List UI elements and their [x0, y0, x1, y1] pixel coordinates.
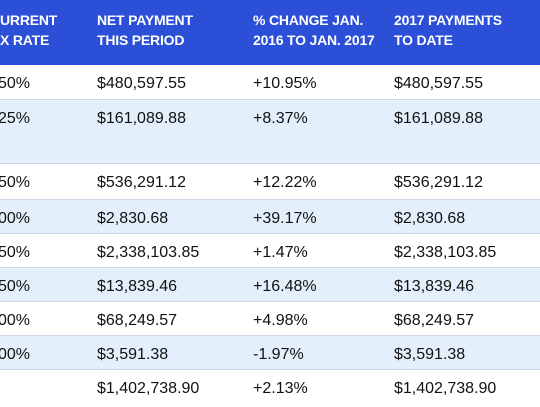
- net-payment-cell: $3,591.38: [97, 346, 169, 363]
- table-row: 00% $3,591.38 -1.97% $3,591.38: [0, 336, 540, 370]
- payments-to-date-cell: $13,839.46: [394, 278, 475, 295]
- tax-rate-cell: 50%: [0, 244, 31, 261]
- net-payment-total-cell: $1,402,738.90: [97, 380, 200, 397]
- table-row: 25% $161,089.88 +8.37% $161,089.88: [0, 100, 540, 164]
- payments-to-date-cell: $480,597.55: [394, 75, 483, 92]
- tax-rate-cell: 00%: [0, 312, 31, 329]
- net-payment-cell: $2,338,103.85: [97, 244, 200, 261]
- percent-change-cell: -1.97%: [253, 346, 304, 363]
- table-row: 50% $536,291.12 +12.22% $536,291.12: [0, 164, 540, 200]
- table-row: 50% $2,338,103.85 +1.47% $2,338,103.85: [0, 234, 540, 268]
- tax-rate-cell: 00%: [0, 210, 31, 227]
- tax-rate-cell: 25%: [0, 110, 31, 127]
- percent-change-cell: +4.98%: [253, 312, 308, 329]
- payments-to-date-cell: $2,338,103.85: [394, 244, 497, 261]
- percent-change-cell: +8.37%: [253, 110, 308, 127]
- tax-rate-cell: 50%: [0, 174, 31, 191]
- net-payment-cell: $2,830.68: [97, 210, 169, 227]
- header-tax-rate: URRENT X RATE: [0, 12, 58, 48]
- tax-rate-cell: 50%: [0, 75, 31, 92]
- percent-change-total-cell: +2.13%: [253, 380, 308, 397]
- table-row: 50% $480,597.55 +10.95% $480,597.55: [0, 65, 540, 100]
- net-payment-cell: $13,839.46: [97, 278, 178, 295]
- header-payments-to-date: 2017 PAYMENTS TO DATE: [394, 12, 502, 48]
- net-payment-cell: $536,291.12: [97, 174, 186, 191]
- table-row: 00% $68,249.57 +4.98% $68,249.57: [0, 302, 540, 336]
- percent-change-cell: +1.47%: [253, 244, 308, 261]
- net-payment-cell: $480,597.55: [97, 75, 186, 92]
- total-row: $1,402,738.90 +2.13% $1,402,738.90: [0, 370, 540, 407]
- percent-change-cell: +10.95%: [253, 75, 317, 92]
- table-row: 00% $2,830.68 +39.17% $2,830.68: [0, 200, 540, 234]
- tax-rate-cell: 50%: [0, 278, 31, 295]
- percent-change-cell: +39.17%: [253, 210, 317, 227]
- payments-to-date-cell: $68,249.57: [394, 312, 475, 329]
- payments-to-date-cell: $161,089.88: [394, 110, 483, 127]
- header-net-payment: NET PAYMENT THIS PERIOD: [97, 12, 193, 48]
- table-header: URRENT X RATE NET PAYMENT THIS PERIOD % …: [0, 0, 540, 65]
- tax-rate-cell: 00%: [0, 346, 31, 363]
- percent-change-cell: +16.48%: [253, 278, 317, 295]
- payments-to-date-total-cell: $1,402,738.90: [394, 380, 497, 397]
- percent-change-cell: +12.22%: [253, 174, 317, 191]
- table-row: 50% $13,839.46 +16.48% $13,839.46: [0, 268, 540, 302]
- net-payment-cell: $68,249.57: [97, 312, 178, 329]
- net-payment-cell: $161,089.88: [97, 110, 186, 127]
- payments-to-date-cell: $536,291.12: [394, 174, 483, 191]
- payments-to-date-cell: $3,591.38: [394, 346, 466, 363]
- payments-to-date-cell: $2,830.68: [394, 210, 466, 227]
- header-percent-change: % CHANGE JAN. 2016 TO JAN. 2017: [253, 12, 375, 48]
